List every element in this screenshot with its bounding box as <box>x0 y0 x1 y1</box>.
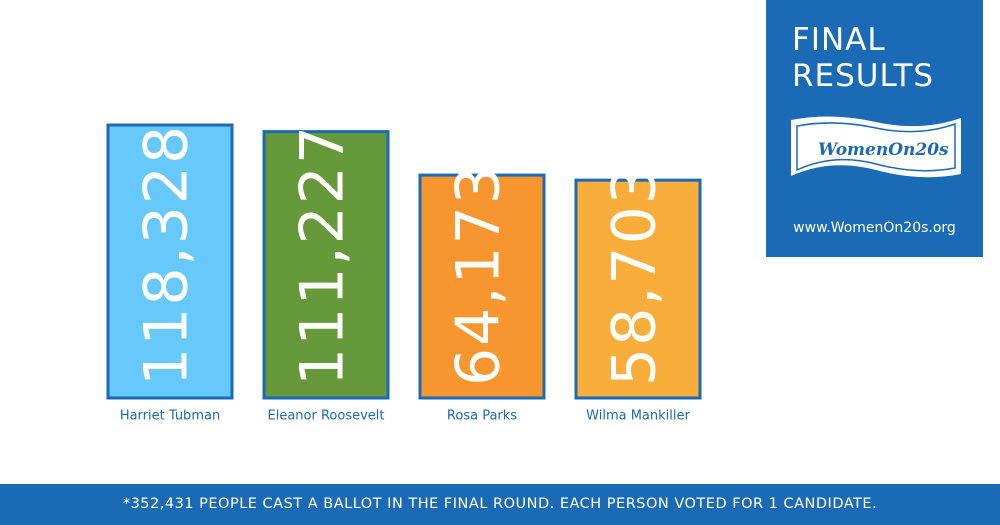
chart: 118,328 Harriet Tubman 111,227 Eleanor Roos… <box>106 123 702 424</box>
bar <box>574 178 702 400</box>
bar <box>106 123 234 400</box>
footnote: *352,431 PEOPLE CAST A BALLOT IN THE FIN… <box>0 484 1000 525</box>
category-label: Rosa Parks <box>447 409 517 424</box>
flag-graphic <box>791 116 961 178</box>
category-label: Harriet Tubman <box>120 409 220 424</box>
bar <box>418 173 546 400</box>
bar <box>262 130 390 400</box>
logo-text: WomenOn20s <box>818 140 949 160</box>
value-label: 111,227 <box>288 124 358 386</box>
logo-box: FINAL RESULTS WomenOn20s www.WomenOn20s.… <box>766 0 983 257</box>
category-label: Wilma Mankiller <box>586 409 690 424</box>
chart-title: FINAL RESULTS <box>792 22 935 94</box>
value-label: 64,173 <box>444 164 514 386</box>
category-label: Eleanor Roosevelt <box>268 409 385 424</box>
value-label: 118,328 <box>132 124 202 386</box>
value-label: 58,703 <box>600 164 670 386</box>
logo-url: www.WomenOn20s.org <box>793 220 956 236</box>
